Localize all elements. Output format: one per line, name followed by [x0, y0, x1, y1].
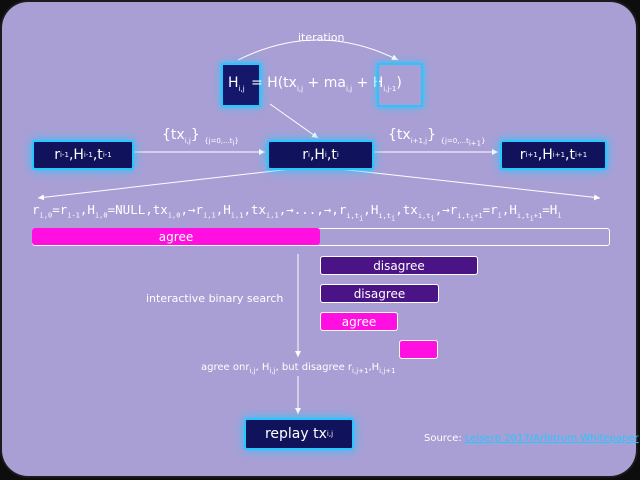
formula-plus: + H [352, 75, 384, 91]
result-label: agree onri,j, Hi,j, but disagree ri,j+1,… [201, 362, 396, 375]
state-node-current-label: r [302, 147, 308, 163]
tx-set-left-sub: {j=0,...t [204, 136, 233, 145]
state-node-current: r i ,H i ,t i [267, 140, 374, 170]
hash-text: H [228, 75, 239, 91]
agree-bar-2: agree [320, 312, 398, 331]
sequence-start: r [32, 202, 40, 217]
state-node-next-label: r [519, 147, 526, 163]
final-bar [399, 340, 438, 359]
iteration-label: iteration [298, 31, 345, 44]
state-node-next: r i+1 ,H i+1 ,t i+1 [500, 140, 607, 170]
state-sequence: ri,0=ri-1,Hi,0=NULL,txi,0,→ri,1,Hi,1,txi… [32, 202, 562, 222]
tx-set-right-sub: {j=0,...t [440, 136, 469, 145]
result-text: agree on [201, 362, 246, 373]
tx-set-right: {txi+1,j} {j=0,...ti+1} [388, 127, 486, 148]
result-tail: , but disagree r [275, 362, 353, 373]
hash-box-right [377, 63, 423, 107]
source-credit: Source: Leiserp 2017/Arbitrum Whitepaper [424, 433, 639, 444]
tx-set-right-text: {tx [388, 127, 411, 143]
result-mid: , H [255, 362, 270, 373]
disagree-bar-1: disagree [320, 256, 478, 275]
replay-box: replay tx i,j [244, 418, 354, 450]
hash-box-left [221, 63, 261, 107]
formula-close: ) [396, 75, 402, 91]
source-link[interactable]: Leiserp 2017/Arbitrum Whitepaper [464, 433, 639, 444]
hash-symbol: Hi,j [228, 75, 245, 93]
agree-bar: agree [32, 228, 320, 245]
formula-tail: + ma [303, 75, 346, 91]
binary-search-label: interactive binary search [146, 292, 284, 305]
state-node-prev: r i-1 ,H i-1 ,t i-1 [32, 140, 134, 170]
disagree-bar-2: disagree [320, 284, 439, 303]
formula-text: = H(tx [251, 75, 297, 91]
tx-set-left-text: {tx [162, 127, 185, 143]
hash-formula: = H(txi,j + mai,j + Hi,j-1) [251, 75, 402, 93]
source-prefix: Source: [424, 433, 462, 444]
replay-label: replay tx [264, 426, 327, 442]
tx-set-left: {txi,j} {j=0,...ti} [162, 127, 239, 148]
state-node-prev-label: r [54, 147, 60, 163]
